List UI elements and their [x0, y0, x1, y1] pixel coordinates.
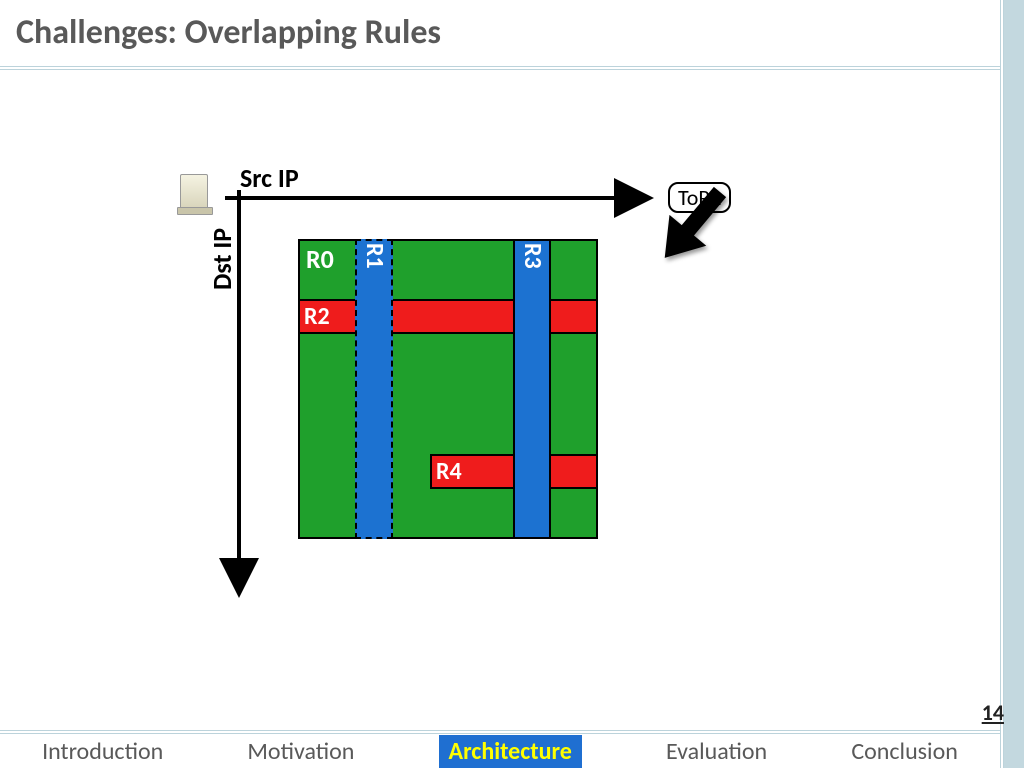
rule-R3: R3 [513, 239, 551, 539]
title-bar: Challenges: Overlapping Rules [0, 0, 1000, 70]
footer-nav: Introduction Motivation Architecture Eva… [0, 730, 1000, 768]
rule-R1: R1 [355, 239, 393, 539]
right-border-strip [1004, 0, 1024, 768]
nav-evaluation[interactable]: Evaluation [666, 737, 767, 766]
rule-R0-label: R0 [306, 243, 334, 275]
rule-R0: R0 [298, 239, 598, 539]
page-number: 14 [982, 699, 1004, 726]
nav-motivation[interactable]: Motivation [247, 737, 354, 766]
nav-conclusion[interactable]: Conclusion [851, 737, 958, 766]
rule-R3-label: R3 [518, 243, 547, 269]
server-icon [180, 174, 220, 220]
content-area: Src IP Dst IP ToR1 R0 R2 R4 R1 R3 [0, 74, 1000, 704]
nav-introduction[interactable]: Introduction [42, 737, 163, 766]
rule-R2: R2 [298, 299, 598, 334]
big-arrow-icon [630, 174, 760, 304]
rule-R2-label: R2 [304, 302, 330, 331]
rule-R4-label: R4 [436, 457, 462, 486]
axis-label-src: Src IP [240, 162, 299, 194]
nav-architecture[interactable]: Architecture [439, 735, 582, 768]
rule-R1-label: R1 [360, 243, 389, 269]
slide-title: Challenges: Overlapping Rules [16, 12, 984, 53]
axis-label-dst: Dst IP [206, 228, 238, 290]
